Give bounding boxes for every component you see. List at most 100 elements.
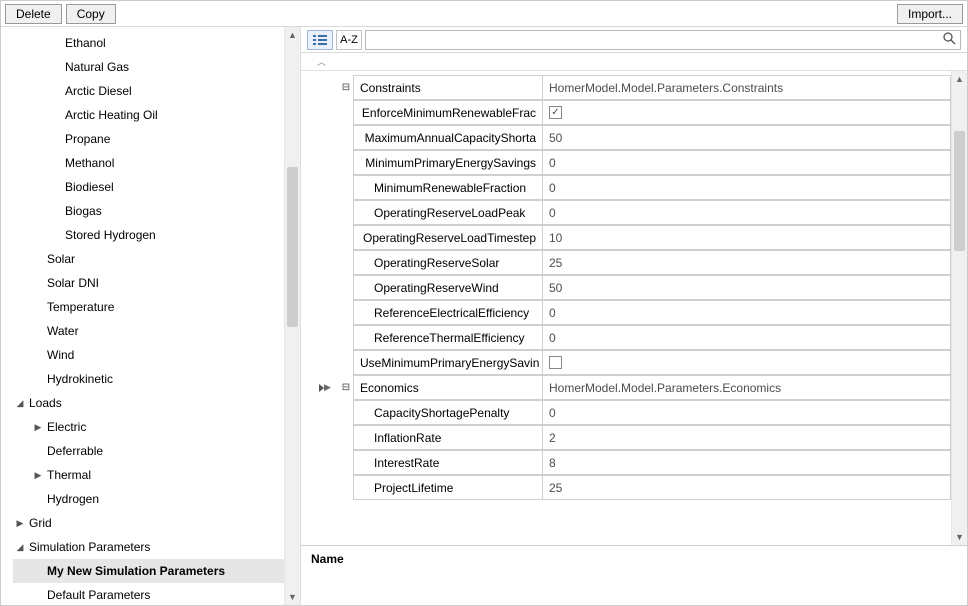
tree-item[interactable]: ▶Arctic Heating Oil — [13, 103, 284, 127]
tree-item[interactable]: ▶My New Simulation Parameters — [13, 559, 284, 583]
tree-view[interactable]: ▶Ethanol▶Natural Gas▶Arctic Diesel▶Arcti… — [1, 27, 284, 605]
property-name-cell: OperatingReserveLoadPeak — [353, 200, 543, 225]
property-row[interactable]: ⊟OperatingReserveWind50 — [311, 275, 951, 300]
tree-item[interactable]: ▶Biogas — [13, 199, 284, 223]
tree-item[interactable]: ▶Propane — [13, 127, 284, 151]
expander-icon[interactable]: ▶ — [31, 422, 45, 433]
property-value-cell[interactable]: 0 — [542, 200, 951, 225]
scroll-thumb[interactable] — [287, 167, 298, 327]
group-expander-icon[interactable]: ⊟ — [339, 75, 353, 100]
property-value-cell[interactable]: 0 — [542, 400, 951, 425]
property-value-cell[interactable]: 0 — [542, 325, 951, 350]
tree-item[interactable]: ▶Hydrokinetic — [13, 367, 284, 391]
property-row[interactable]: ⊟ReferenceElectricalEfficiency0 — [311, 300, 951, 325]
description-pane: Name — [301, 545, 967, 605]
property-row[interactable]: ⊟UseMinimumPrimaryEnergySavin — [311, 350, 951, 375]
property-group-row[interactable]: ⊟ConstraintsHomerModel.Model.Parameters.… — [311, 75, 951, 100]
tree-item[interactable]: ▶Ethanol — [13, 31, 284, 55]
property-value-cell[interactable]: 2 — [542, 425, 951, 450]
tree-item[interactable]: ▶Solar DNI — [13, 271, 284, 295]
tree-item-label: Arctic Heating Oil — [63, 108, 158, 122]
property-row[interactable]: ⊟OperatingReserveLoadPeak0 — [311, 200, 951, 225]
expander-icon[interactable]: ▶ — [13, 518, 27, 529]
property-row[interactable]: ⊟ProjectLifetime25 — [311, 475, 951, 500]
tree-item[interactable]: ▶Deferrable — [13, 439, 284, 463]
import-button[interactable]: Import... — [897, 4, 963, 24]
property-row[interactable]: ⊟InterestRate8 — [311, 450, 951, 475]
expander-icon[interactable]: ◢ — [13, 398, 27, 409]
property-row[interactable]: ⊟MaximumAnnualCapacityShorta50 — [311, 125, 951, 150]
tree-item[interactable]: ▶Hydrogen — [13, 487, 284, 511]
row-gutter — [311, 175, 339, 200]
scroll-down-icon[interactable]: ▼ — [952, 529, 967, 545]
property-row[interactable]: ⊟ReferenceThermalEfficiency0 — [311, 325, 951, 350]
delete-button[interactable]: Delete — [5, 4, 62, 24]
tree-item[interactable]: ▶Stored Hydrogen — [13, 223, 284, 247]
categorized-button[interactable] — [307, 30, 333, 50]
tree-item-label: Electric — [45, 420, 86, 434]
tree-item[interactable]: ▶Methanol — [13, 151, 284, 175]
tree-item[interactable]: ▶Water — [13, 319, 284, 343]
property-grid[interactable]: ⊟ConstraintsHomerModel.Model.Parameters.… — [301, 71, 951, 545]
property-value-cell[interactable]: 8 — [542, 450, 951, 475]
tree-item-label: Methanol — [63, 156, 114, 170]
row-gutter — [311, 275, 339, 300]
property-value-cell[interactable]: 0 — [542, 175, 951, 200]
tree-item-label: My New Simulation Parameters — [45, 564, 225, 578]
property-value-cell[interactable]: 25 — [542, 250, 951, 275]
tree-item-label: Stored Hydrogen — [63, 228, 156, 242]
property-search-input[interactable] — [365, 30, 961, 50]
scroll-down-icon[interactable]: ▼ — [285, 589, 300, 605]
tree-item[interactable]: ▶Thermal — [13, 463, 284, 487]
tree-item[interactable]: ▶Solar — [13, 247, 284, 271]
tree-scrollbar[interactable]: ▲ ▼ — [284, 27, 300, 605]
row-gutter — [311, 425, 339, 450]
expander-icon[interactable]: ◢ — [13, 542, 27, 553]
alphabetical-button[interactable]: A-Z — [336, 30, 362, 50]
property-row[interactable]: ⊟OperatingReserveLoadTimestep10 — [311, 225, 951, 250]
property-row[interactable]: ⊟MinimumRenewableFraction0 — [311, 175, 951, 200]
tree-item[interactable]: ▶Wind — [13, 343, 284, 367]
property-value-cell[interactable]: ✓ — [542, 100, 951, 125]
property-value-cell[interactable] — [542, 350, 951, 375]
property-group-row[interactable]: ▶⊟EconomicsHomerModel.Model.Parameters.E… — [311, 375, 951, 400]
tree-item[interactable]: ◢Simulation Parameters — [13, 535, 284, 559]
scroll-up-icon[interactable]: ▲ — [952, 71, 967, 87]
property-value-cell[interactable]: 50 — [542, 125, 951, 150]
property-row[interactable]: ⊟CapacityShortagePenalty0 — [311, 400, 951, 425]
property-row[interactable]: ⊟OperatingReserveSolar25 — [311, 250, 951, 275]
tree-item[interactable]: ◢Loads — [13, 391, 284, 415]
search-icon[interactable] — [943, 32, 957, 46]
property-value-cell[interactable]: 50 — [542, 275, 951, 300]
property-value-cell[interactable]: 0 — [542, 150, 951, 175]
group-expander-icon[interactable]: ⊟ — [339, 375, 353, 400]
property-name-cell: Economics — [353, 375, 543, 400]
tree-item-label: Loads — [27, 396, 62, 410]
tree-item[interactable]: ▶Natural Gas — [13, 55, 284, 79]
row-gutter — [311, 250, 339, 275]
expander-icon[interactable]: ▶ — [31, 470, 45, 481]
grid-scrollbar[interactable]: ▲ ▼ — [951, 71, 967, 545]
tree-item[interactable]: ▶Grid — [13, 511, 284, 535]
tree-item[interactable]: ▶Electric — [13, 415, 284, 439]
tree-item[interactable]: ▶Arctic Diesel — [13, 79, 284, 103]
collapse-all-bar[interactable]: ︿ — [301, 53, 967, 71]
property-row[interactable]: ⊟MinimumPrimaryEnergySavings0 — [311, 150, 951, 175]
description-title: Name — [311, 552, 957, 566]
property-row[interactable]: ⊟InflationRate2 — [311, 425, 951, 450]
tree-item[interactable]: ▶Biodiesel — [13, 175, 284, 199]
checkbox[interactable] — [549, 356, 562, 369]
row-gutter — [311, 400, 339, 425]
body: ▶Ethanol▶Natural Gas▶Arctic Diesel▶Arcti… — [1, 27, 967, 605]
property-toolbar: A-Z — [301, 27, 967, 53]
copy-button[interactable]: Copy — [66, 4, 116, 24]
tree-item[interactable]: ▶Temperature — [13, 295, 284, 319]
scroll-thumb[interactable] — [954, 131, 965, 251]
tree-item[interactable]: ▶Default Parameters — [13, 583, 284, 605]
property-row[interactable]: ⊟EnforceMinimumRenewableFrac✓ — [311, 100, 951, 125]
property-value-cell[interactable]: 0 — [542, 300, 951, 325]
scroll-up-icon[interactable]: ▲ — [285, 27, 300, 43]
checkbox[interactable]: ✓ — [549, 106, 562, 119]
property-value-cell[interactable]: 10 — [542, 225, 951, 250]
property-value-cell[interactable]: 25 — [542, 475, 951, 500]
